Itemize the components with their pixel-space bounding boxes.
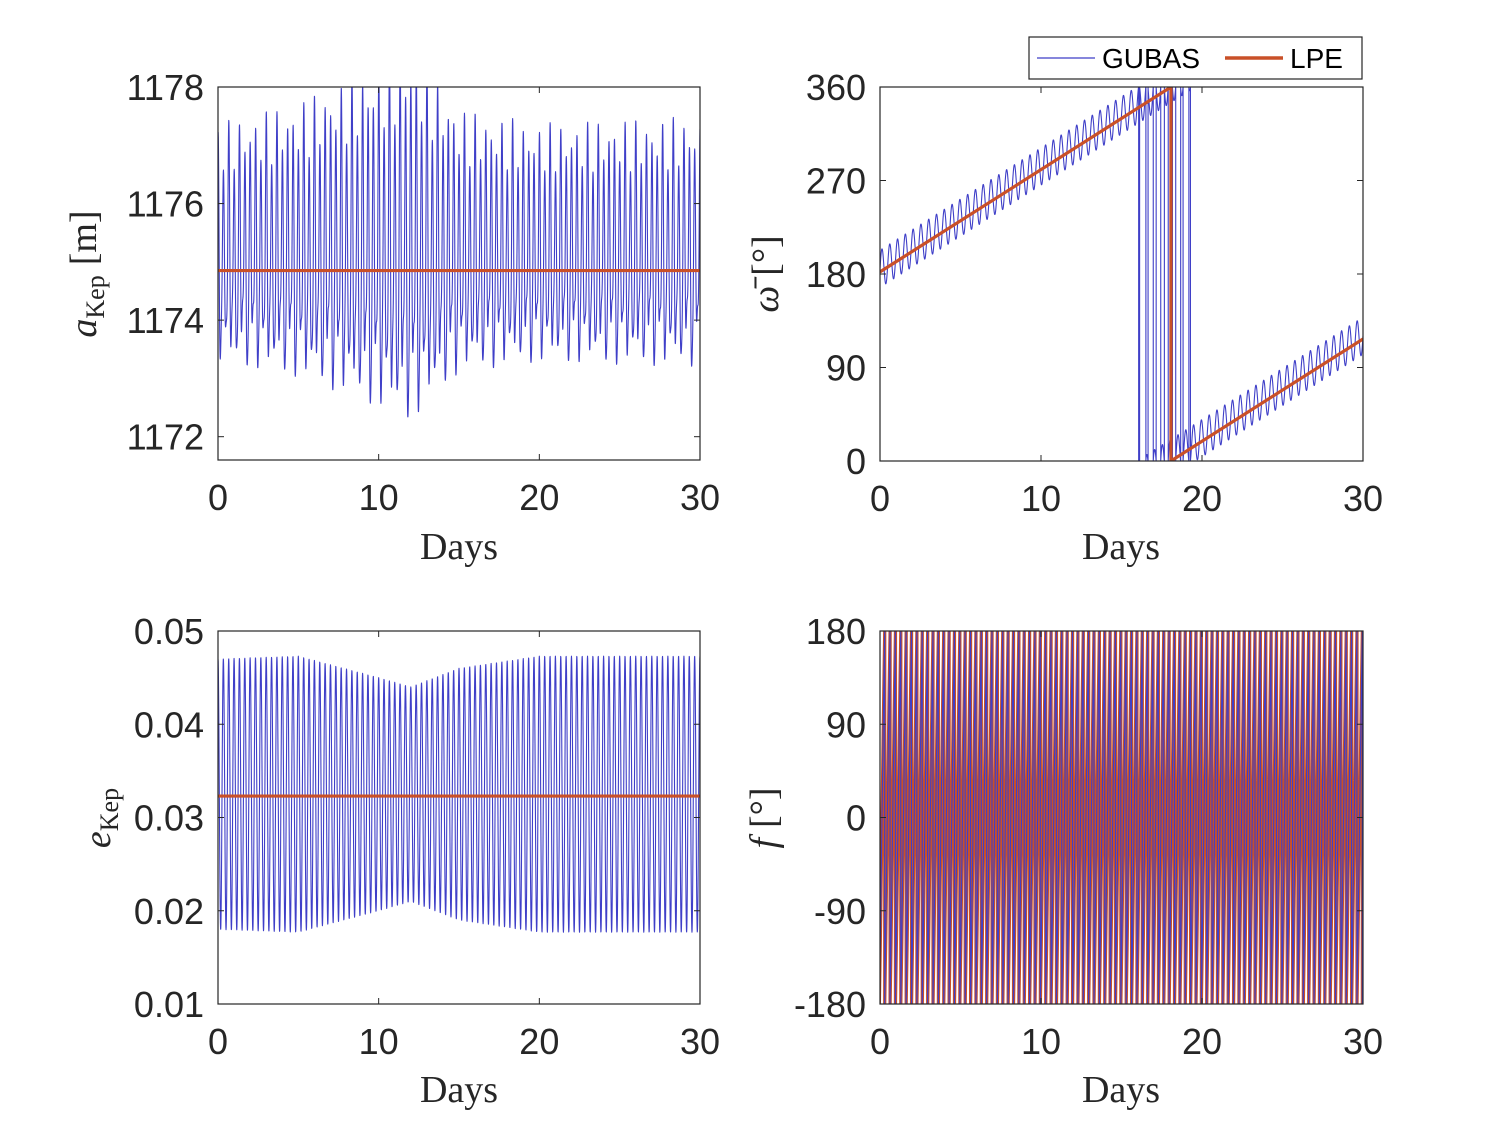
svg-text:aKep[m]: aKep [m] bbox=[63, 210, 110, 337]
y-label-sub-a: Kep bbox=[81, 275, 110, 318]
y-axis-label-a: aKep [m] bbox=[63, 210, 110, 337]
ticks-a: 0 10 20 30 1172 1174 1176 1178 bbox=[127, 67, 720, 518]
y-tick-label: 1178 bbox=[127, 67, 204, 108]
y-tick-label: 90 bbox=[826, 704, 866, 745]
x-tick-label: 30 bbox=[680, 477, 720, 518]
y-tick-label: 1172 bbox=[127, 417, 204, 458]
y-label-unit-f: [°] bbox=[743, 787, 785, 828]
plot-area-a bbox=[218, 87, 700, 418]
y-tick-label: 0.01 bbox=[134, 984, 204, 1025]
y-axis-label-f: f[°] bbox=[743, 787, 785, 848]
y-tick-label: 0 bbox=[846, 441, 866, 482]
x-tick-label: 30 bbox=[680, 1021, 720, 1062]
legend: GUBAS LPE bbox=[1028, 36, 1363, 80]
x-tick-label: 10 bbox=[359, 1021, 399, 1062]
x-axis-label-a: Days bbox=[420, 526, 498, 568]
panel-a: 0 10 20 30 1172 1174 1176 1178 Days aKep [m] bbox=[63, 67, 720, 568]
ticks-w: 0 10 20 30 0 90 180 270 360 bbox=[806, 67, 1383, 519]
axes-frame-a bbox=[217, 86, 701, 461]
ticks-e: 0 10 20 30 0.01 0.02 0.03 0.04 0.05 bbox=[134, 611, 720, 1062]
y-label-main-e: e bbox=[77, 831, 119, 848]
panel-w: 0 10 20 30 0 90 180 270 360 Days ω̄[°] GUBAS LPE bbox=[745, 36, 1383, 568]
series-line-gubas-a bbox=[218, 87, 700, 418]
y-tick-label: 0.04 bbox=[134, 704, 204, 745]
plot-area-e bbox=[218, 655, 700, 933]
y-tick-label: 1174 bbox=[127, 300, 204, 341]
x-axis-label-f: Days bbox=[1082, 1069, 1160, 1111]
y-tick-label: 0 bbox=[846, 798, 866, 839]
x-tick-label: 10 bbox=[1021, 478, 1061, 519]
panel-e: 0 10 20 30 0.01 0.02 0.03 0.04 0.05 Days eKep bbox=[77, 611, 720, 1111]
plot-area-f bbox=[880, 631, 1363, 1004]
y-tick-label: 180 bbox=[806, 254, 866, 295]
y-label-main-a: a bbox=[63, 319, 105, 338]
y-tick-label: 0.02 bbox=[134, 891, 204, 932]
y-tick-label: 90 bbox=[826, 348, 866, 389]
y-tick-label: 0.05 bbox=[134, 611, 204, 652]
series-line-gubas-w bbox=[880, 87, 1363, 461]
x-tick-label: 0 bbox=[870, 478, 890, 519]
series-line-gubas-e bbox=[218, 655, 700, 933]
y-tick-label: -180 bbox=[794, 984, 866, 1025]
x-tick-label: 20 bbox=[519, 477, 559, 518]
y-tick-label: 1176 bbox=[127, 184, 204, 225]
x-tick-label: 10 bbox=[359, 477, 399, 518]
x-axis-label-w: Days bbox=[1082, 526, 1160, 568]
svg-text:eKep: eKep bbox=[77, 788, 124, 848]
x-tick-label: 0 bbox=[208, 477, 228, 518]
x-tick-label: 0 bbox=[870, 1021, 890, 1062]
legend-label-gubas: GUBAS bbox=[1102, 43, 1200, 74]
y-tick-label: 270 bbox=[806, 161, 866, 202]
y-tick-label: 360 bbox=[806, 67, 866, 108]
x-tick-label: 30 bbox=[1343, 478, 1383, 519]
y-axis-label-e: eKep bbox=[77, 788, 124, 848]
svg-text:f[°]: f[°] bbox=[743, 787, 785, 848]
plot-area-w bbox=[880, 87, 1363, 461]
ticks-f: 0 10 20 30 -180 -90 0 90 180 bbox=[794, 611, 1383, 1062]
panel-f: 0 10 20 30 -180 -90 0 90 180 Days f[°] bbox=[743, 611, 1383, 1111]
x-axis-label-e: Days bbox=[420, 1069, 498, 1111]
legend-box bbox=[1028, 36, 1363, 80]
y-tick-label: 0.03 bbox=[134, 798, 204, 839]
x-tick-label: 30 bbox=[1343, 1021, 1383, 1062]
x-tick-label: 0 bbox=[208, 1021, 228, 1062]
x-tick-label: 20 bbox=[519, 1021, 559, 1062]
x-tick-label: 20 bbox=[1182, 1021, 1222, 1062]
y-tick-label: 180 bbox=[806, 611, 866, 652]
series-line-gubas-f bbox=[880, 631, 1363, 1004]
series-line-lpe-w bbox=[880, 87, 1363, 461]
x-tick-label: 20 bbox=[1182, 478, 1222, 519]
legend-label-lpe: LPE bbox=[1290, 43, 1343, 74]
y-axis-label-w: ω̄[°] bbox=[745, 235, 787, 312]
y-label-unit-w: [°] bbox=[745, 235, 787, 276]
y-tick-label: -90 bbox=[814, 891, 866, 932]
y-label-sub-e: Kep bbox=[95, 788, 124, 831]
y-label-unit-a: [m] bbox=[63, 210, 105, 265]
svg-text:ω̄[°]: ω̄[°] bbox=[745, 235, 787, 312]
x-tick-label: 10 bbox=[1021, 1021, 1061, 1062]
